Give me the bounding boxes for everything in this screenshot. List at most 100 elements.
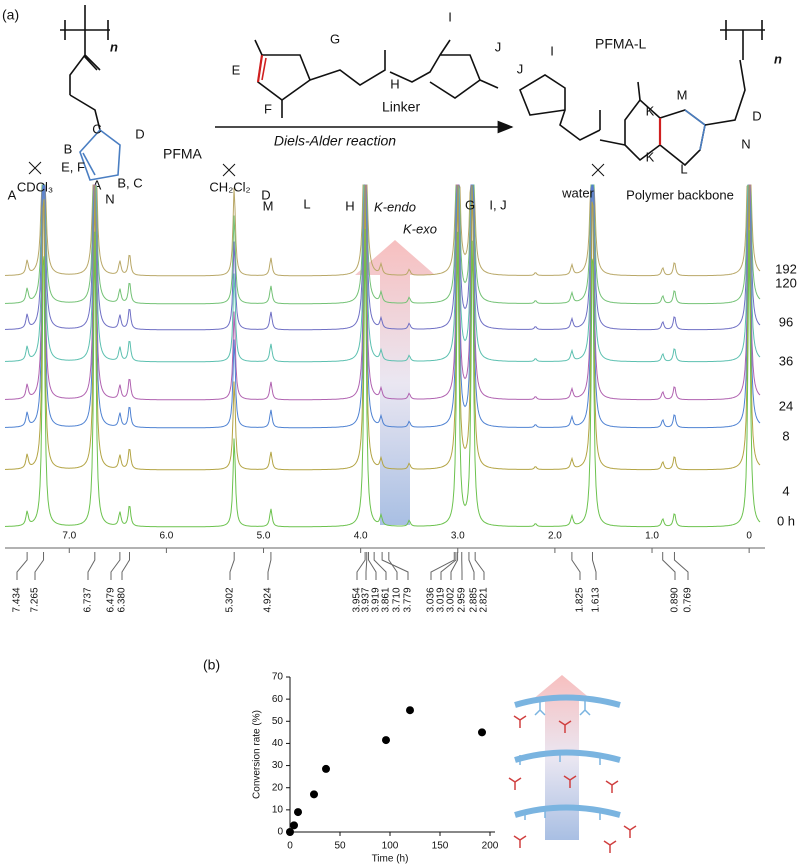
peak-leader — [673, 552, 689, 580]
scheme-label: Linker — [382, 99, 420, 115]
x-tick-label: 150 — [432, 841, 449, 852]
peak-label: 3.019 — [436, 587, 447, 612]
signal-label: K-exo — [403, 221, 437, 236]
peak-label: 6.380 — [117, 587, 128, 612]
y-tick-label: 30 — [272, 760, 284, 771]
peak-label: 2.821 — [479, 587, 490, 612]
peak-leader — [267, 552, 272, 580]
ppm-tick-label: 7.0 — [62, 531, 76, 542]
peak-leader — [110, 552, 121, 580]
panel-label: (a) — [2, 7, 19, 23]
data-point — [286, 828, 294, 836]
peak-label: 0.769 — [683, 587, 694, 612]
x-tick-label: 200 — [482, 841, 499, 852]
peak-label: 3.710 — [392, 587, 403, 612]
data-point — [478, 728, 486, 737]
peak-leader — [474, 552, 485, 580]
atom-label: J — [517, 61, 524, 76]
signal-label: B, C — [117, 175, 142, 190]
signal-label: N — [105, 191, 114, 206]
peak-label: 3.002 — [446, 587, 457, 612]
signal-label: water — [561, 185, 594, 200]
time-label: 120 — [775, 275, 797, 290]
spectrum-trace — [4, 184, 761, 331]
peak-label: 0.890 — [670, 587, 681, 612]
cartoon — [508, 675, 637, 853]
time-label: 8 — [782, 428, 789, 443]
peak-leader — [440, 552, 457, 580]
peak-label: 3.861 — [381, 587, 392, 612]
signal-label: A — [8, 187, 17, 202]
atom-label: L — [680, 161, 687, 176]
peak-label: 3.954 — [352, 587, 363, 612]
atom-label: D — [135, 126, 144, 141]
data-point — [290, 821, 298, 830]
peak-label: 7.434 — [12, 587, 23, 612]
signal-label: G — [465, 197, 475, 212]
y-tick-label: 60 — [272, 694, 284, 705]
ppm-tick-label: 3.0 — [451, 531, 465, 542]
peak-leader — [368, 552, 377, 580]
peak-label: 7.265 — [30, 587, 41, 612]
peak-leader — [591, 552, 597, 580]
y-tick-label: 50 — [272, 716, 284, 727]
atom-label: F — [264, 101, 272, 116]
peak-label: 5.302 — [225, 587, 236, 612]
scheme-structures — [60, 5, 765, 181]
peak-leader — [662, 552, 676, 580]
y-tick-label: 10 — [272, 804, 284, 815]
y-tick-label: 20 — [272, 782, 284, 793]
spectrum-trace — [4, 184, 761, 305]
peak-label: 6.737 — [83, 587, 94, 612]
peak-leader — [121, 552, 130, 580]
time-label: 24 — [779, 398, 793, 413]
peak-label: 1.613 — [591, 587, 602, 612]
trend-arrow — [355, 240, 435, 525]
ppm-tick-label: 1.0 — [645, 531, 659, 542]
atom-label: G — [330, 31, 340, 46]
peak-label: 2.959 — [457, 587, 468, 612]
spectrum-trace — [4, 184, 761, 471]
peak-leader — [365, 552, 368, 580]
y-tick-label: 0 — [277, 827, 283, 838]
spectrum-trace — [4, 184, 761, 277]
peak-label: 3.919 — [371, 587, 382, 612]
signal-label: D — [261, 187, 270, 202]
peak-leader — [450, 552, 459, 580]
atom-label: K — [646, 103, 655, 118]
spectrum-trace — [4, 228, 761, 528]
peak-label: 3.779 — [403, 587, 414, 612]
atom-label: C — [92, 121, 101, 136]
time-label: 96 — [779, 314, 793, 329]
peak-label: 3.937 — [361, 587, 372, 612]
ppm-tick-label: 0 — [746, 531, 752, 542]
peak-leader — [87, 552, 96, 580]
atom-label: E — [232, 62, 241, 77]
excluded-mark — [28, 161, 605, 177]
time-label: 192 — [775, 261, 797, 276]
peak-leader — [571, 552, 581, 580]
atom-label: A — [93, 177, 102, 192]
x-tick-label: 100 — [382, 841, 399, 852]
spectrum-trace — [4, 184, 761, 363]
data-point — [382, 736, 390, 745]
atom-label: B — [64, 141, 73, 156]
atom-label: D — [752, 108, 761, 123]
time-label: 4 — [782, 483, 789, 498]
peak-label: 4.924 — [263, 587, 274, 612]
atom-label: M — [677, 87, 688, 102]
peak-label: 1.825 — [575, 587, 586, 612]
data-point — [406, 706, 414, 715]
y-tick-label: 40 — [272, 738, 284, 749]
data-point — [322, 764, 330, 773]
peak-leader — [381, 552, 409, 580]
peak-leader — [468, 552, 475, 580]
axes — [289, 677, 495, 833]
signal-label: K-endo — [374, 199, 416, 214]
signal-label: CH₂Cl₂ — [209, 179, 250, 194]
scheme-label: PFMA-L — [595, 36, 647, 52]
x-tick-label: 0 — [287, 841, 293, 852]
x-axis-label: Time (h) — [372, 854, 409, 865]
signal-label: Polymer backbone — [626, 187, 734, 202]
